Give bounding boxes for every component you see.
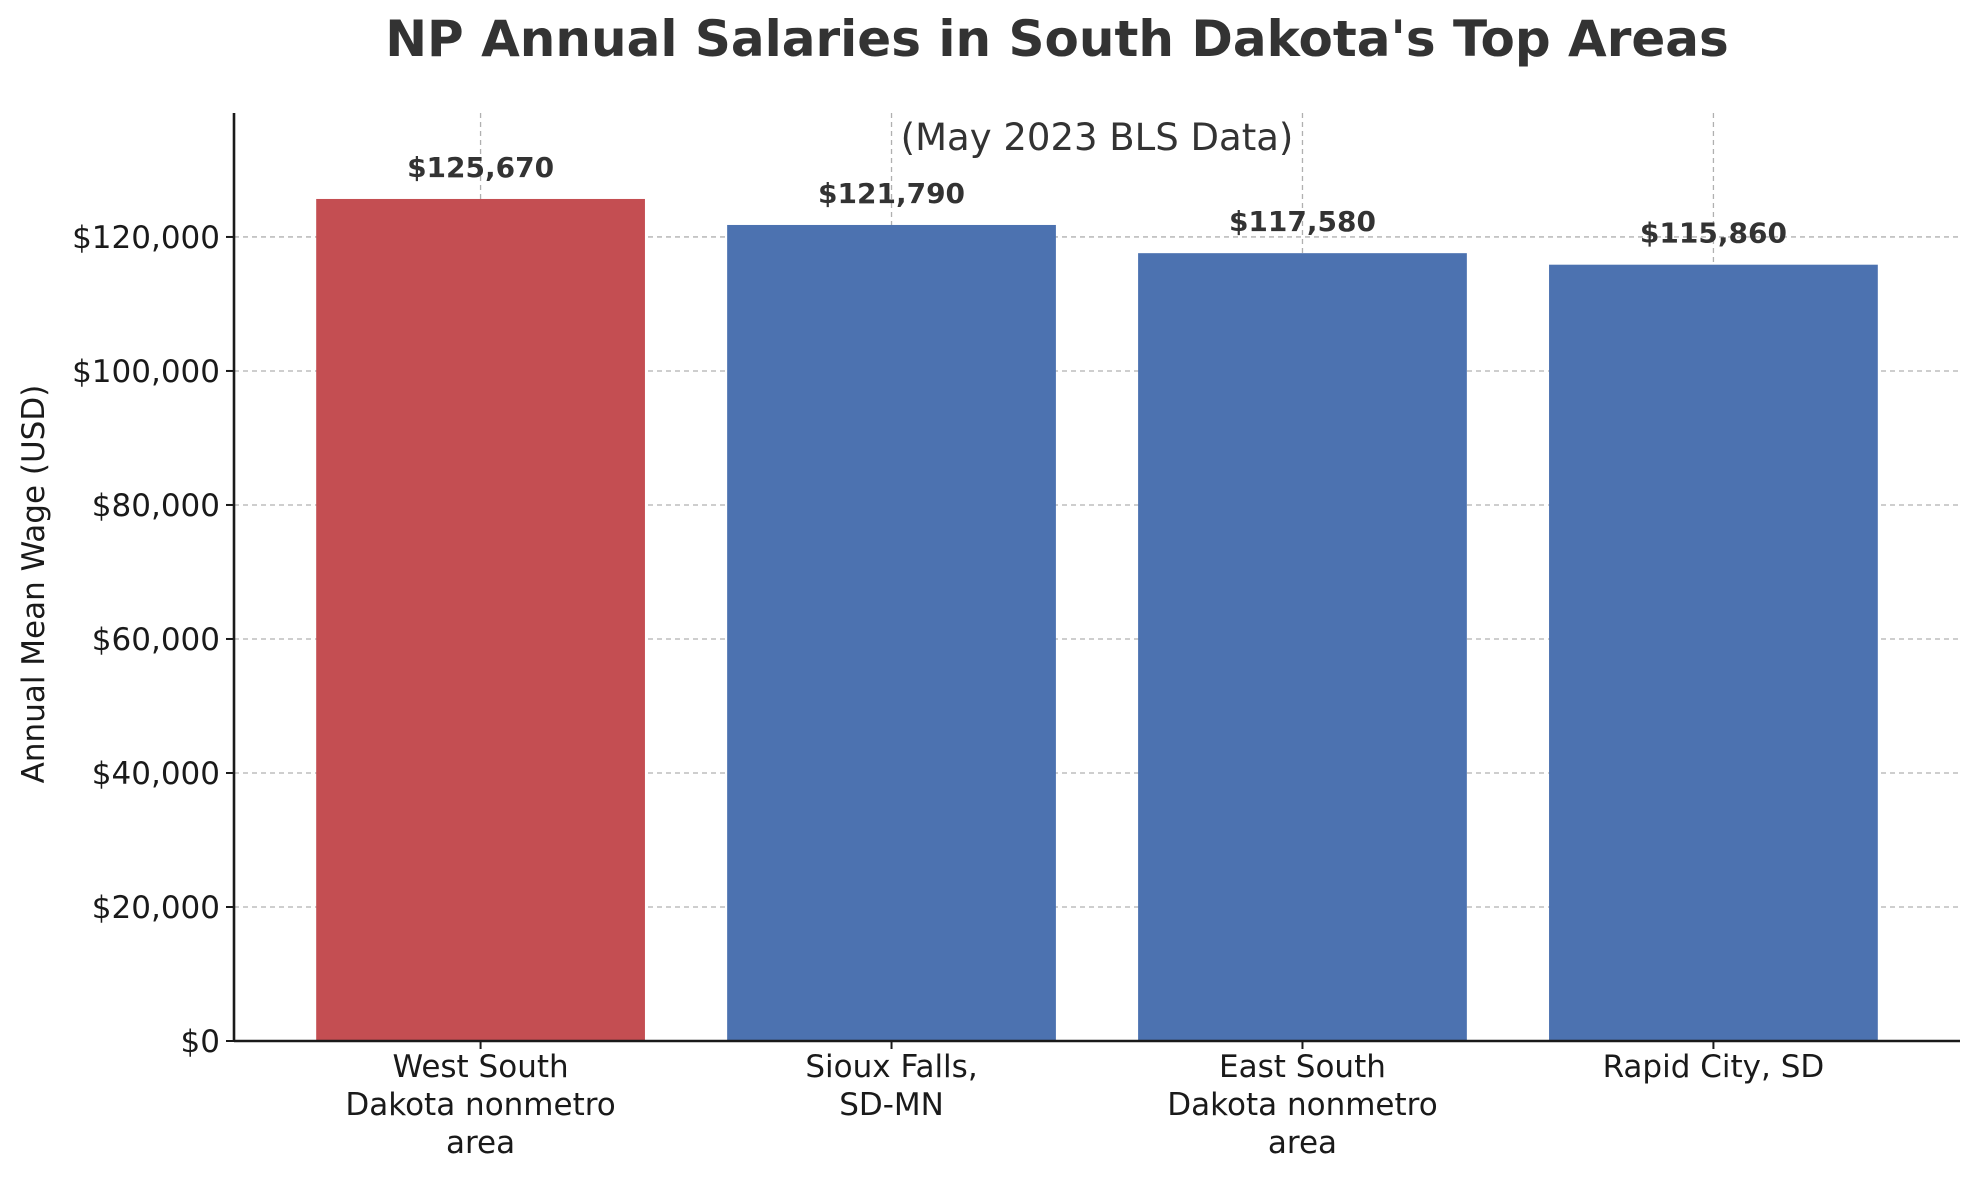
y-tick-label: $20,000 [92, 890, 220, 926]
y-tick-label: $40,000 [92, 756, 220, 792]
x-tick-label: Sioux Falls, [805, 1049, 977, 1085]
bar [316, 198, 645, 1041]
y-axis-label: Annual Mean Wage (USD) [16, 385, 52, 784]
x-tick-label: West South [392, 1049, 568, 1085]
chart-title: NP Annual Salaries in South Dakota's Top… [385, 10, 1729, 68]
y-tick-label: $100,000 [72, 354, 220, 390]
x-tick-label: area [1268, 1125, 1337, 1161]
bar-value-label: $121,790 [818, 177, 965, 210]
x-tick-label: East South [1219, 1049, 1386, 1085]
labels-layer: $0 $20,000 $40,000 $60,000 $80,000 $100,000 $1… [72, 151, 1824, 1161]
x-tick-label: Dakota nonmetro [345, 1087, 615, 1123]
bars-layer [316, 198, 1878, 1042]
bar-value-label: $117,580 [1229, 205, 1376, 238]
x-tick-label: area [446, 1125, 515, 1161]
x-tick-label: Dakota nonmetro [1167, 1087, 1437, 1123]
x-tick-label: SD-MN [839, 1087, 944, 1123]
bar-value-label: $115,860 [1640, 217, 1787, 250]
y-tick-label: $60,000 [92, 622, 220, 658]
bar [1549, 264, 1878, 1041]
y-tick-label: $0 [181, 1024, 220, 1060]
bar-value-label: $125,670 [407, 151, 554, 184]
axes-layer [226, 113, 1960, 1049]
y-tick-label: $120,000 [72, 220, 220, 256]
y-tick-label: $80,000 [92, 488, 220, 524]
bar [1138, 253, 1467, 1041]
bar [727, 224, 1056, 1042]
x-tick-label: Rapid City, SD [1603, 1049, 1825, 1085]
chart-subtitle: (May 2023 BLS Data) [901, 116, 1294, 159]
